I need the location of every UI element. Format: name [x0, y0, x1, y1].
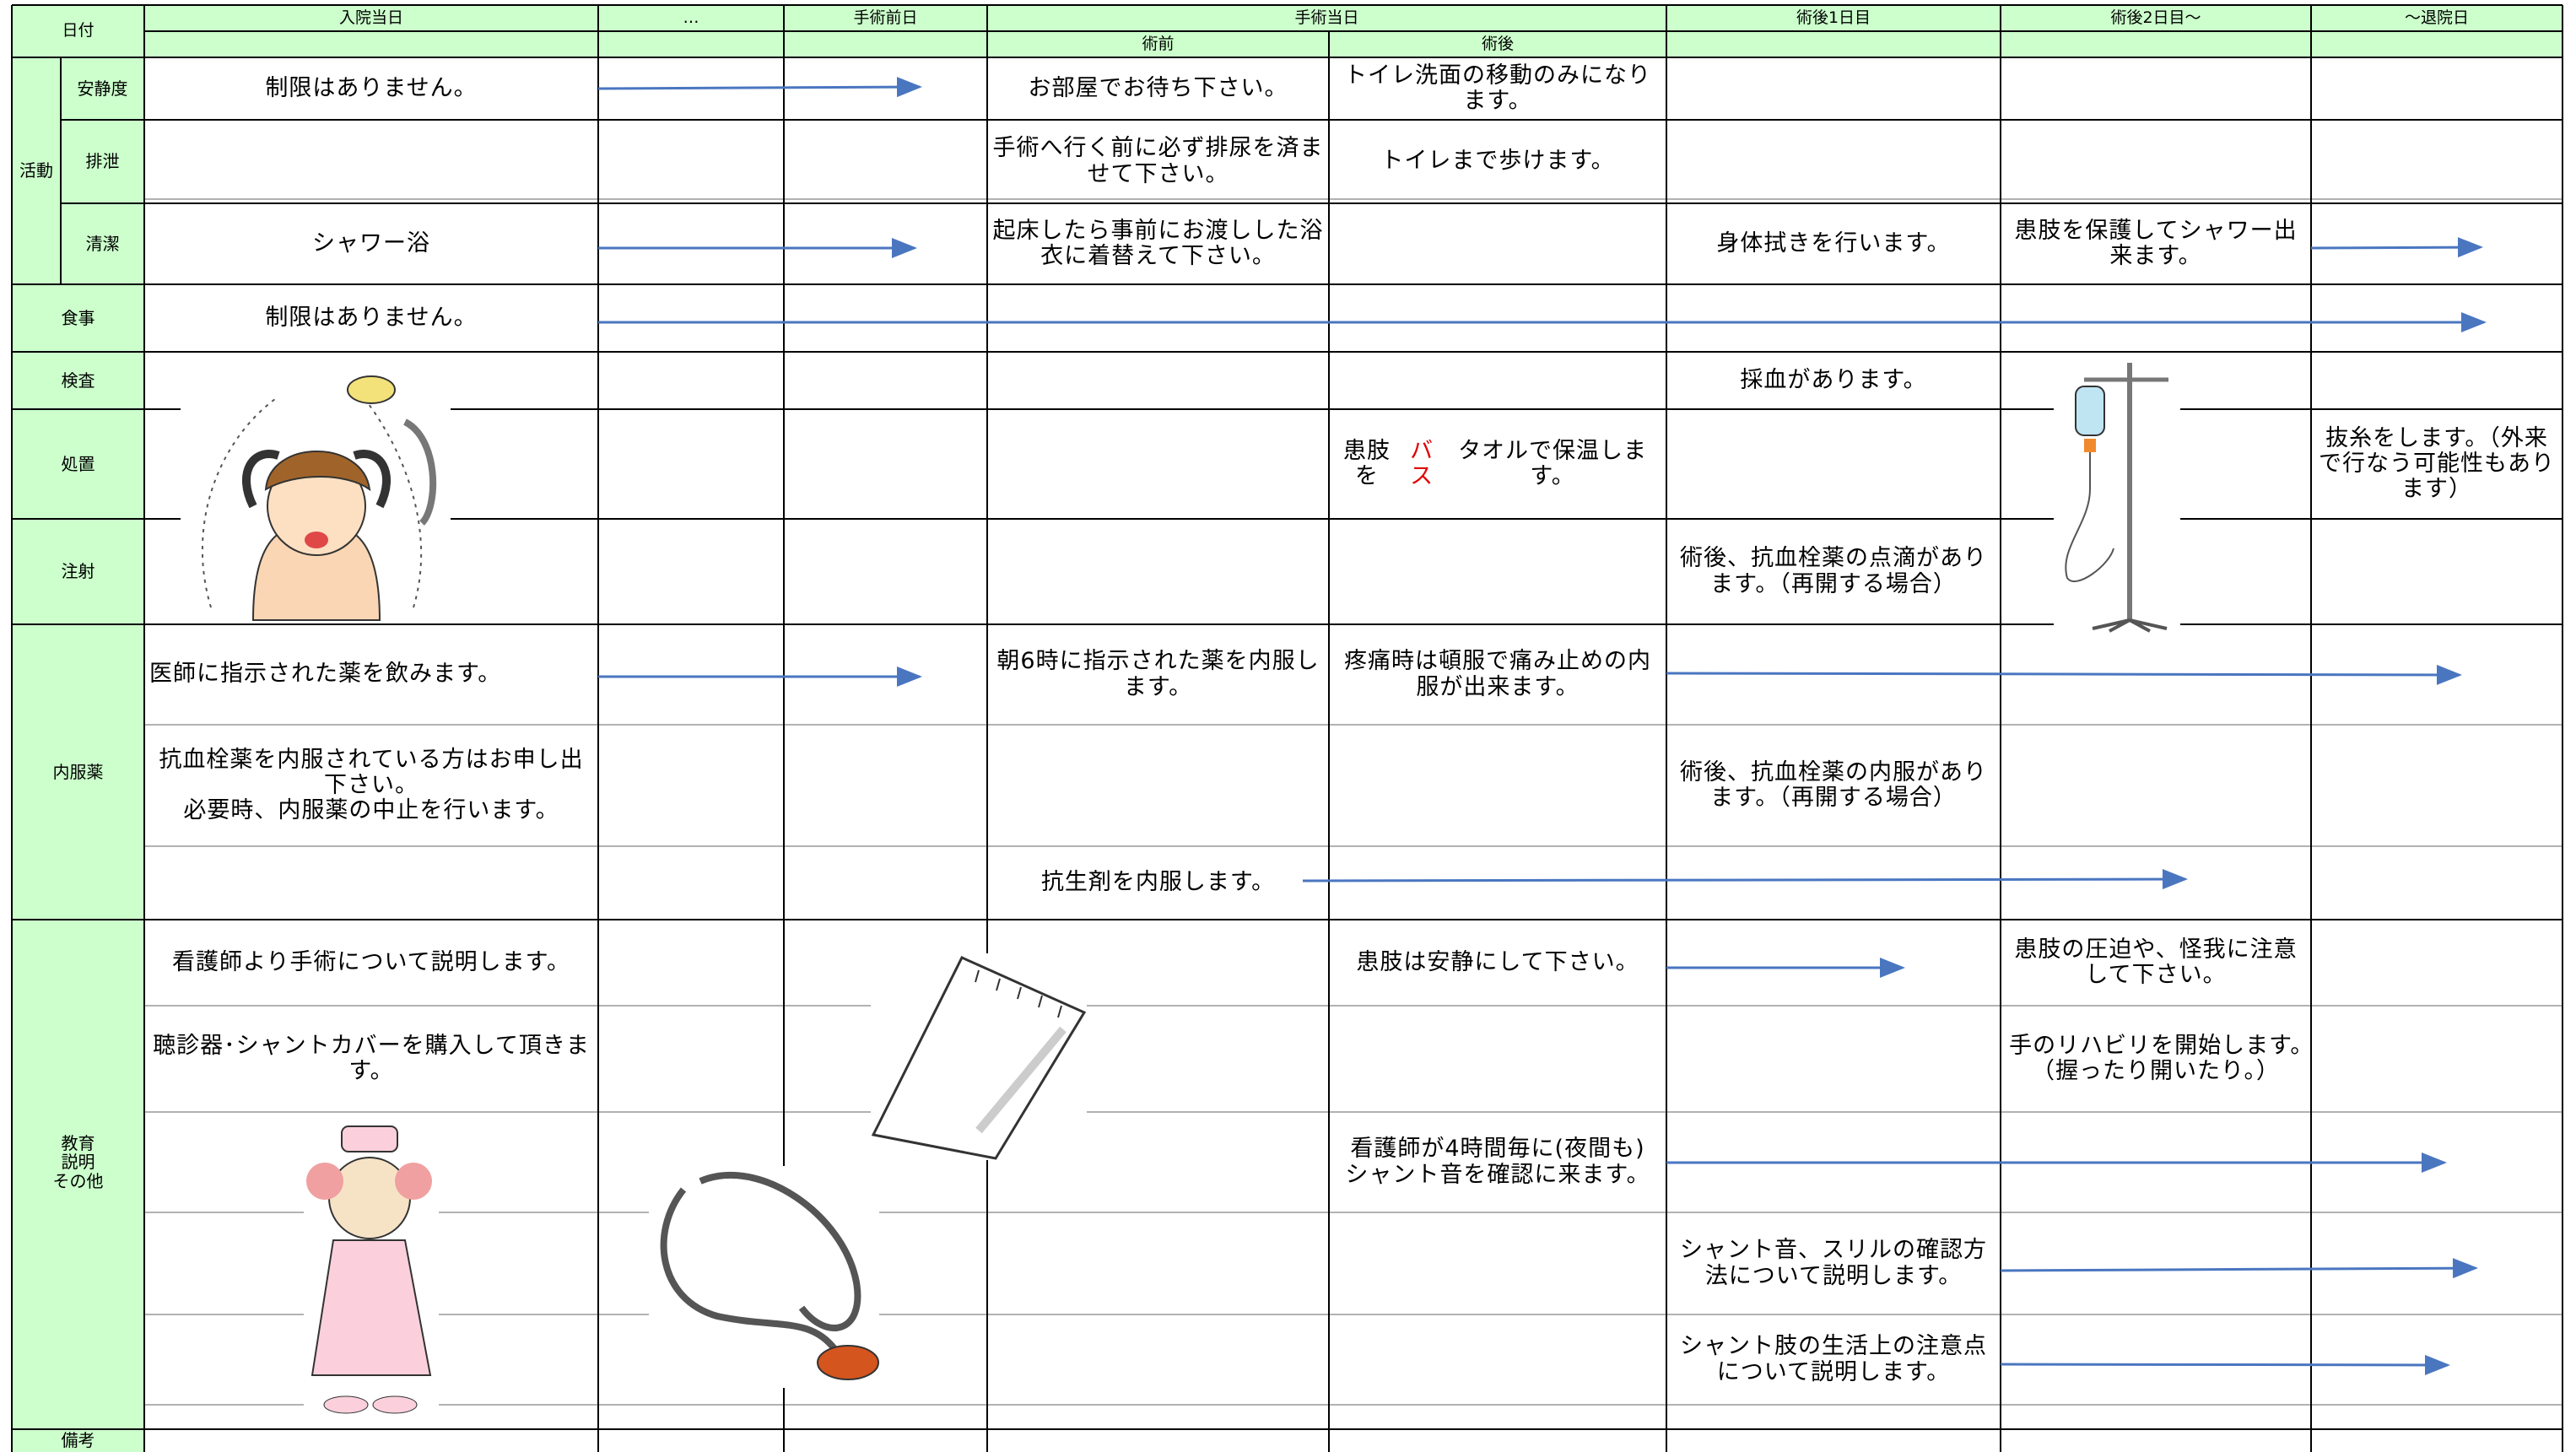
section-label: 備考 — [61, 1430, 95, 1451]
cell-text: 採血があります。 — [1740, 366, 1927, 393]
cell-text: 抜糸をします。（外来で行なう可能性もあります） — [2319, 424, 2555, 503]
shower-illustration — [181, 363, 451, 621]
cover-illustration — [871, 953, 1087, 1160]
sub-header: 術前 — [1142, 34, 1175, 53]
cell-text: 手のリハビリを開始します。 （握ったり開いたり。） — [2009, 1032, 2397, 1084]
cell-text: 制限はありません。 — [265, 304, 478, 331]
date-header: 日付 — [62, 21, 95, 40]
section-label: 内服薬 — [52, 761, 104, 782]
section-label: 食事 — [61, 307, 95, 328]
day-header: 手術当日 — [1294, 8, 1359, 27]
day-header: 入院当日 — [338, 8, 403, 27]
day-header: 手術前日 — [853, 8, 918, 27]
cell-text: 抗血栓薬を内服されている方はお申し出下さい。 必要時、内服薬の中止を行います。 — [159, 746, 584, 824]
cell-text: 抗生剤を内服します。 — [1040, 869, 1276, 896]
cell-text: 患肢を保護してシャワー出来ます。 — [2014, 217, 2298, 269]
cell-text: 身体拭きを行います。 — [1716, 229, 1951, 256]
text-part: タオルで保温します。 — [1458, 437, 1648, 489]
arrows — [597, 77, 2487, 1375]
section-label: 活動 — [19, 160, 53, 181]
cell-text: シャワー浴 — [312, 229, 430, 256]
cell-text: 手術へ行く前に必ず排尿を済ませて下さい。 — [992, 135, 1324, 187]
section-label: 教育 説明 その他 — [52, 1132, 104, 1191]
stethoscope-illustration — [649, 1166, 879, 1388]
cell-text: 医師に指示された薬を飲みます。 — [149, 661, 502, 688]
section-label: 注射 — [61, 561, 95, 582]
day-header: 術後1日目 — [1796, 8, 1871, 27]
cell-text: トイレ洗面の移動のみになります。 — [1344, 62, 1651, 114]
row-label: 排泄 — [85, 151, 120, 172]
cell-text: 術後、抗血栓薬の内服があります。（再開する場合） — [1680, 758, 1987, 811]
section-label: 処置 — [61, 453, 95, 474]
cell-text: 朝6時に指示された薬を内服します。 — [996, 648, 1320, 700]
cell-text: 看護師が4時間毎に(夜間も) シャント音を確認に来ます。 — [1345, 1136, 1650, 1188]
section-label: 検査 — [61, 370, 95, 391]
day-header: 術後2日目～ — [2110, 8, 2201, 27]
row-label: 清潔 — [85, 233, 120, 254]
row-label: 安静度 — [77, 78, 128, 99]
sub-header: 術後 — [1481, 34, 1514, 53]
cell-text: シャント音、スリルの確認方法について説明します。 — [1680, 1237, 1987, 1289]
cell-text: 起床したら事前にお渡しした浴衣に着替えて下さい。 — [992, 217, 1324, 269]
cell-text: 看護師より手術について説明します。 — [172, 948, 570, 975]
day-header: ～退院日 — [2404, 8, 2469, 27]
cell-text: トイレまで歩けます。 — [1380, 148, 1615, 175]
cell-text: お部屋でお待ち下さい。 — [1028, 74, 1288, 101]
cell-text: シャント肢の生活上の注意点について説明します。 — [1680, 1333, 1987, 1385]
cell-text: 患肢を バス タオルで保温します。 — [1329, 409, 1666, 519]
nurse-illustration — [304, 1122, 439, 1417]
text-part: バス — [1410, 437, 1434, 489]
cell-text: 聴診器･シャントカバーを購入して頂きます。 — [153, 1032, 590, 1084]
cell-text: 患肢は安静にして下さい。 — [1356, 948, 1639, 975]
cell-text: 制限はありません。 — [265, 74, 478, 101]
text-part: 患肢を — [1343, 437, 1391, 489]
cell-text: 患肢の圧迫や、怪我に注意して下さい。 — [2014, 936, 2298, 988]
iv-stand-illustration — [2054, 354, 2180, 633]
cell-text: 術後、抗血栓薬の点滴があります。（再開する場合） — [1680, 545, 1987, 597]
cell-text: 疼痛時は頓服で痛み止めの内服が出来ます。 — [1344, 648, 1651, 700]
day-header: … — [683, 8, 699, 27]
